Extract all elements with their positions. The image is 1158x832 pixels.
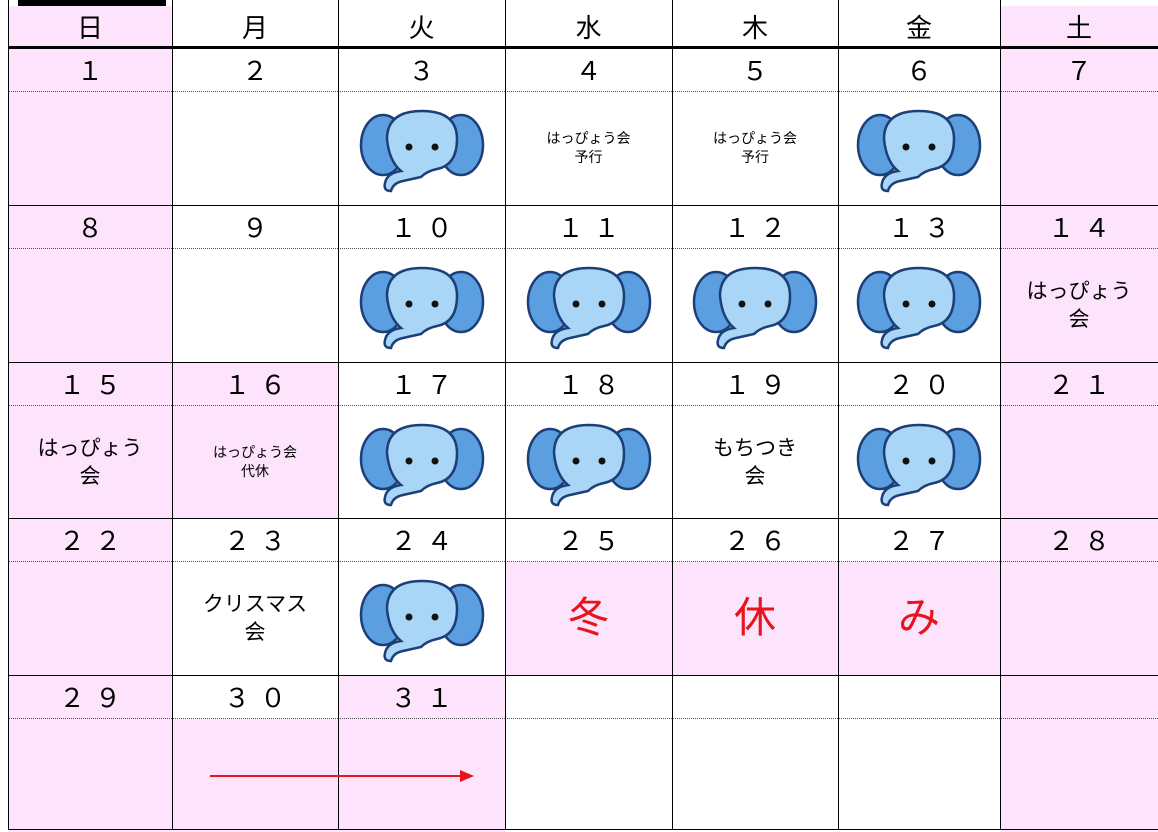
note-line: はっぴょう会 xyxy=(546,131,631,148)
note-line: 冬 xyxy=(567,593,610,643)
date-cell: １３ xyxy=(838,205,1000,249)
note-line: 予行 xyxy=(741,149,769,166)
day-body: はっぴょう会 予行 xyxy=(505,92,672,205)
date-cell: １９ xyxy=(672,362,838,406)
day-body: 冬 xyxy=(505,562,672,675)
date-cell xyxy=(672,675,838,719)
grid-line xyxy=(8,675,1158,676)
note-line: はっぴょう会 xyxy=(213,445,297,462)
date-cell: １６ xyxy=(172,362,338,406)
date-cell: １ xyxy=(8,48,172,92)
day-body: はっぴょう会 xyxy=(1000,249,1158,362)
date-cell: ２ xyxy=(172,48,338,92)
arrow-head xyxy=(460,770,474,782)
date-cell: ７ xyxy=(1000,48,1158,92)
weekday-header: 火 xyxy=(338,6,505,48)
date-cell: ３１ xyxy=(338,675,505,719)
note-line: はっぴょう会 xyxy=(713,131,797,148)
date-cell: １０ xyxy=(338,205,505,249)
date-cell: ２１ xyxy=(1000,362,1158,406)
note-line: 会 xyxy=(1068,306,1090,331)
day-body xyxy=(8,719,172,832)
weekday-header: 金 xyxy=(838,6,1000,48)
date-cell: ２０ xyxy=(838,362,1000,406)
day-body xyxy=(1000,719,1158,832)
date-cell: ６ xyxy=(838,48,1000,92)
date-cell: ２９ xyxy=(8,675,172,719)
date-cell: ２８ xyxy=(1000,518,1158,562)
day-body: はっぴょう会 予行 xyxy=(672,92,838,205)
date-cell: ３０ xyxy=(172,675,338,719)
note-line: クリスマス xyxy=(202,592,308,617)
date-cell: １４ xyxy=(1000,205,1158,249)
grid-line xyxy=(338,0,339,830)
note-line: はっぴょう xyxy=(37,436,143,461)
grid-line xyxy=(672,0,673,830)
weekday-header: 水 xyxy=(505,6,672,48)
day-body xyxy=(1000,406,1158,519)
day-body: クリスマス会 xyxy=(172,562,338,675)
weekday-header: 月 xyxy=(172,6,338,48)
date-cell: ２２ xyxy=(8,518,172,562)
date-cell: ２４ xyxy=(338,518,505,562)
date-cell xyxy=(1000,675,1158,719)
date-cell: １８ xyxy=(505,362,672,406)
note-line: 会 xyxy=(744,463,766,488)
weekday-header: 日 xyxy=(8,6,172,48)
grid-line xyxy=(8,205,1158,206)
date-cell: １１ xyxy=(505,205,672,249)
date-cell: １２ xyxy=(672,205,838,249)
date-cell: ４ xyxy=(505,48,672,92)
date-cell: ２３ xyxy=(172,518,338,562)
grid-line xyxy=(8,518,1158,519)
day-body: はっぴょう会 代休 xyxy=(172,406,338,519)
note-line: 会 xyxy=(244,619,266,644)
date-cell: ３ xyxy=(338,48,505,92)
date-cell xyxy=(505,675,672,719)
grid-line xyxy=(838,0,839,830)
date-cell: １７ xyxy=(338,362,505,406)
grid-line xyxy=(8,0,9,830)
day-body xyxy=(1000,562,1158,675)
weekday-header: 土 xyxy=(1000,6,1158,48)
note-line: はっぴょう xyxy=(1026,279,1132,304)
day-body xyxy=(8,249,172,362)
note-line: 会 xyxy=(79,463,101,488)
date-cell: １５ xyxy=(8,362,172,406)
note-line: もちつき xyxy=(713,436,797,461)
date-cell: ９ xyxy=(172,205,338,249)
date-cell xyxy=(838,675,1000,719)
note-line: 休 xyxy=(733,593,776,643)
day-body: もちつき会 xyxy=(672,406,838,519)
day-body: み xyxy=(838,562,1000,675)
grid-line xyxy=(172,0,173,830)
day-body xyxy=(8,562,172,675)
date-cell: ２５ xyxy=(505,518,672,562)
day-body: はっぴょう会 xyxy=(8,406,172,519)
note-line: み xyxy=(897,593,940,643)
day-body xyxy=(8,92,172,205)
grid-line xyxy=(1000,0,1001,830)
day-body xyxy=(1000,92,1158,205)
grid-line xyxy=(8,362,1158,363)
date-cell: ２７ xyxy=(838,518,1000,562)
date-cell: ８ xyxy=(8,205,172,249)
date-cell: ２６ xyxy=(672,518,838,562)
weekday-header: 木 xyxy=(672,6,838,48)
title-fragment xyxy=(18,0,166,6)
note-line: 代休 xyxy=(241,463,269,480)
date-cell: ５ xyxy=(672,48,838,92)
grid-line xyxy=(505,0,506,830)
grid-line xyxy=(8,48,1158,49)
note-line: 予行 xyxy=(574,149,603,166)
day-body: 休 xyxy=(672,562,838,675)
